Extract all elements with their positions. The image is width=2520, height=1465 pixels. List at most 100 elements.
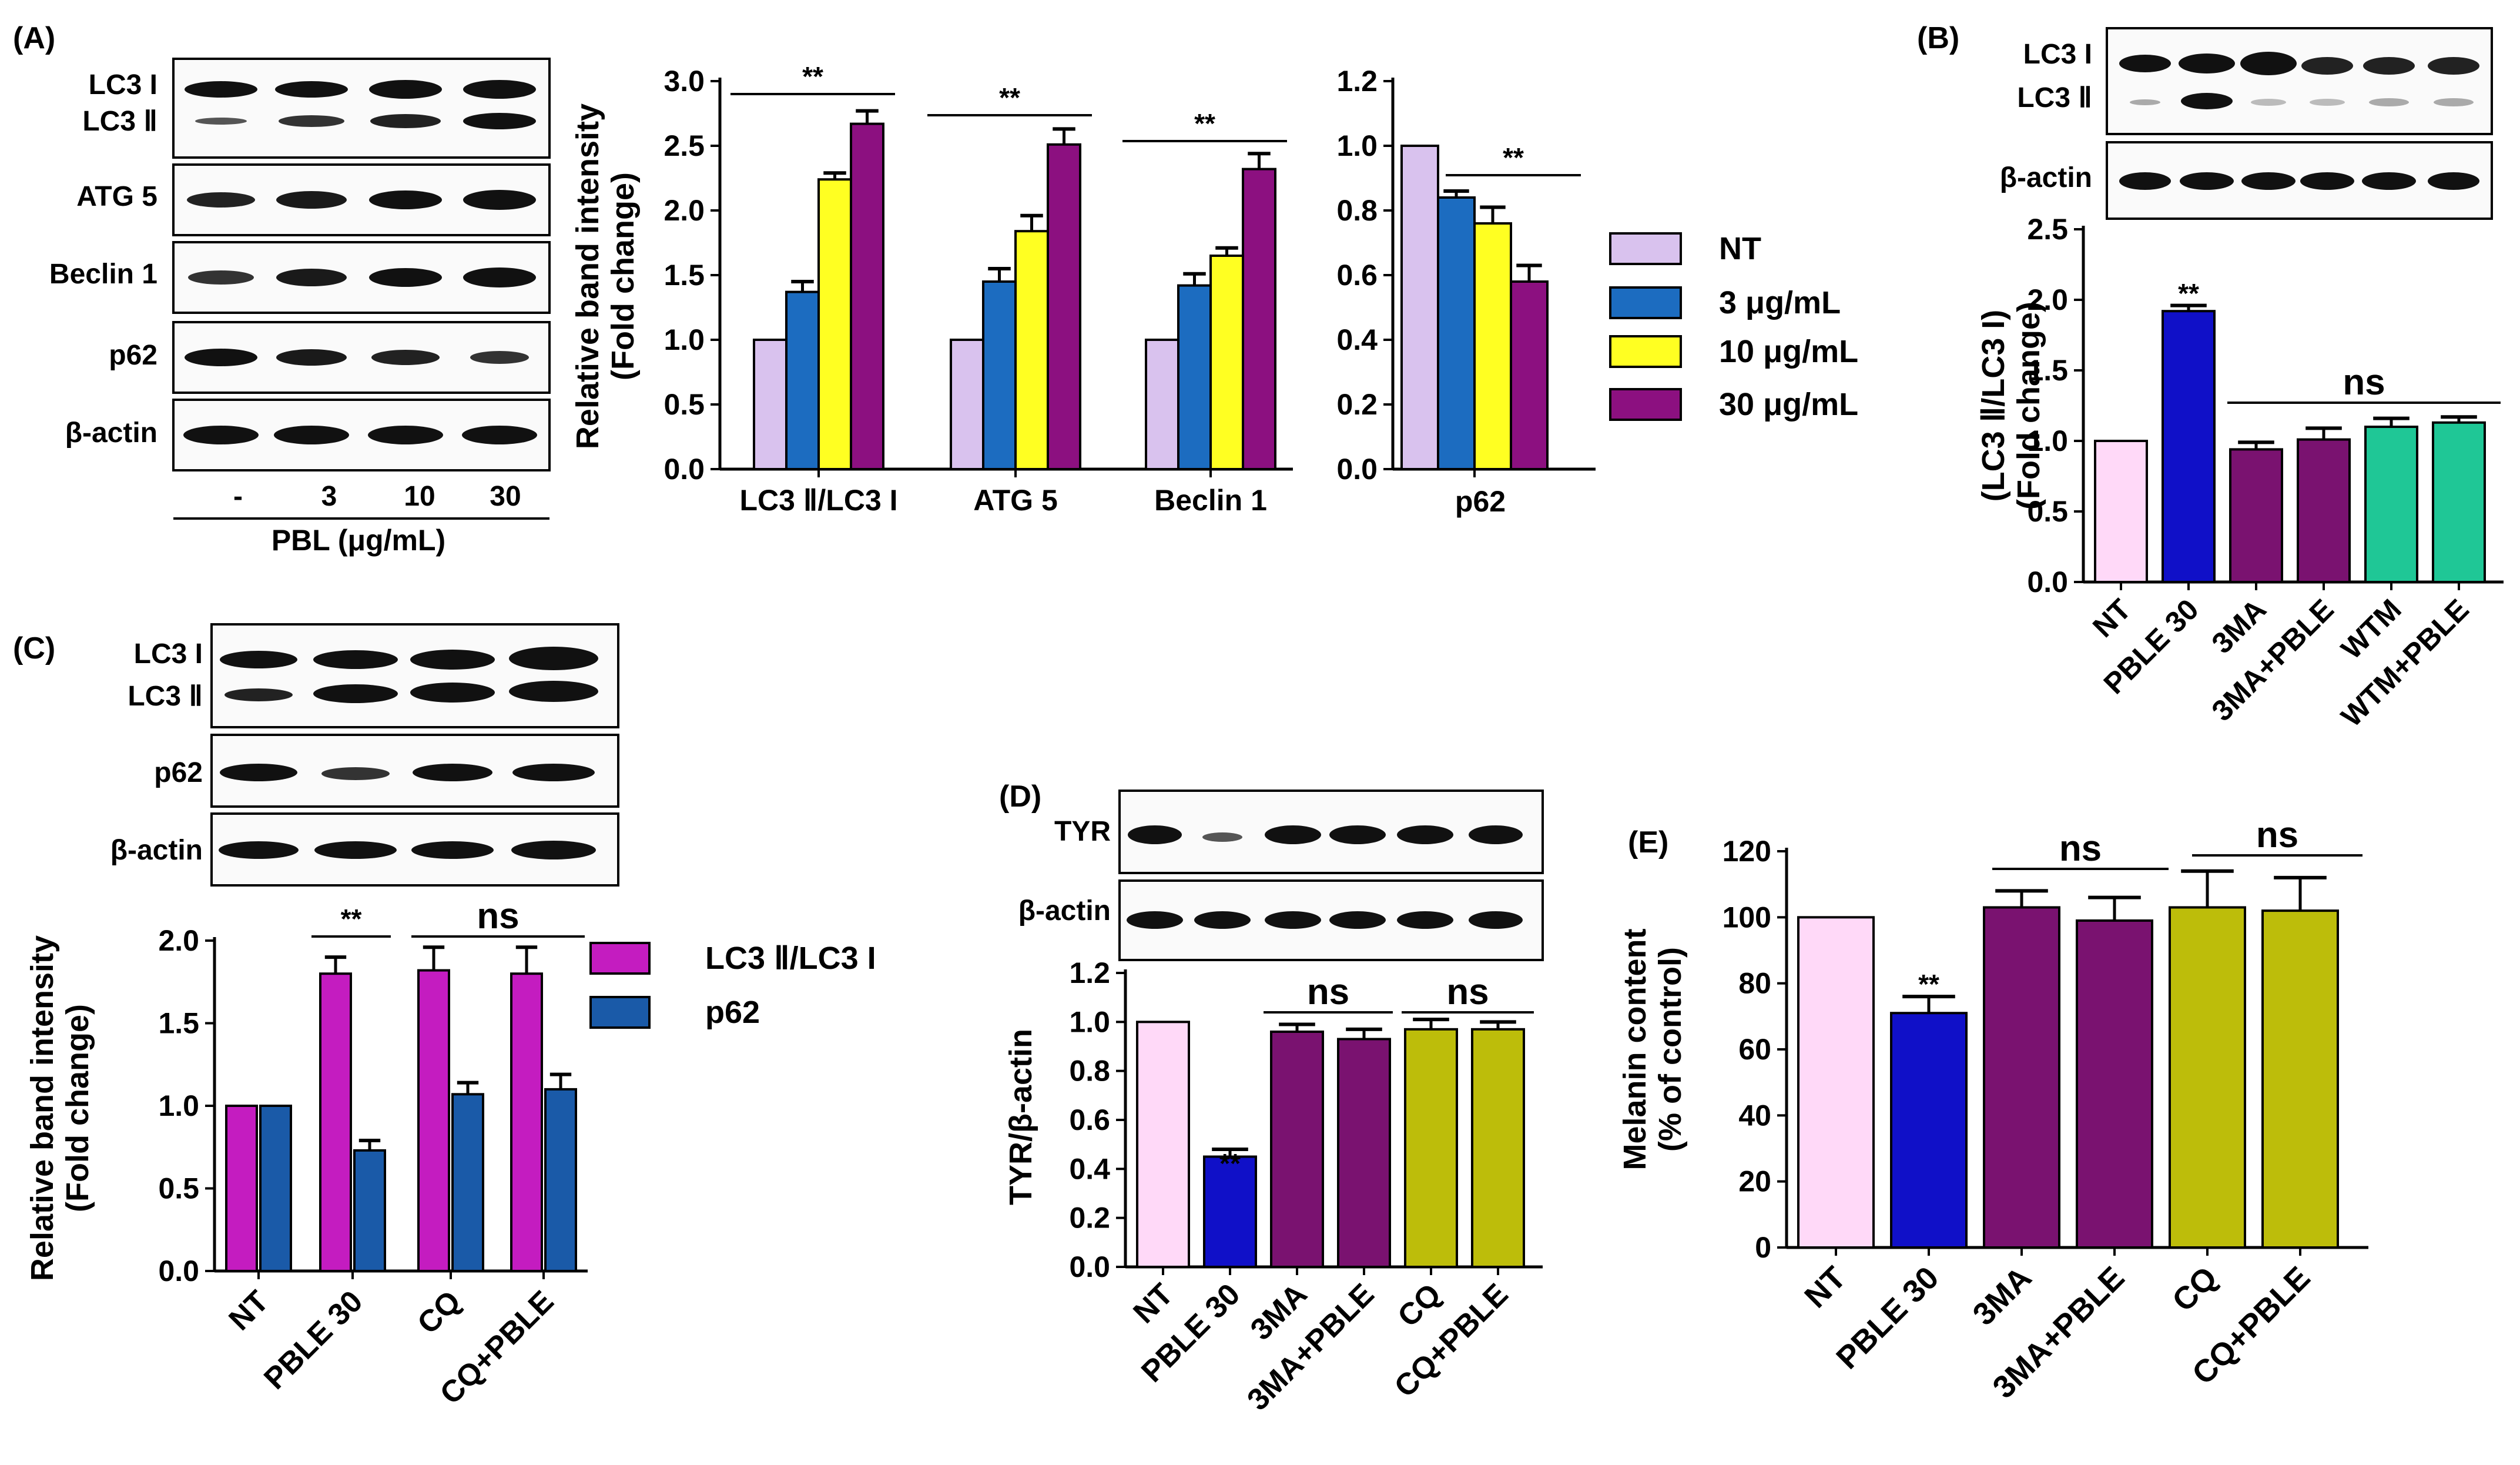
- b-bar: [2364, 426, 2418, 583]
- d-x-tick-label: CQ: [1391, 1277, 1447, 1333]
- e-x-tick-label: PBLE 30: [1829, 1260, 1945, 1376]
- blot-box-lc3: [172, 58, 551, 159]
- lane-axis-label: PBL (μg/mL): [272, 524, 445, 557]
- blot-label-d-bactin: β-actin: [1018, 895, 1111, 927]
- blot-box-c-bactin: [210, 812, 619, 887]
- e-y-tick-label: 100: [1723, 901, 1771, 934]
- a1-sig-label: **: [802, 61, 823, 92]
- c-bar: [544, 1088, 577, 1273]
- legend-a-swatch: [1609, 232, 1682, 265]
- b-bar: [2229, 448, 2283, 584]
- c-bar: [353, 1149, 386, 1272]
- lane-label-3: 10: [404, 481, 435, 512]
- c-bar: [259, 1105, 292, 1272]
- a1-y-tick-label: 1.5: [663, 259, 705, 292]
- blot-box-bactin: [172, 399, 551, 471]
- e-sig-label: ns: [2256, 815, 2298, 855]
- b-sig-label: ns: [2343, 362, 2385, 403]
- c-x-tick-label: PBLE 30: [257, 1284, 369, 1396]
- blot-label-b-bactin: β-actin: [2000, 162, 2092, 193]
- a1-sig-label: **: [1194, 108, 1215, 139]
- d-bar: [1270, 1031, 1324, 1268]
- legend-c: LC3 Ⅱ/LC3 I p62: [589, 941, 876, 1030]
- c-bar: [451, 1093, 484, 1272]
- panel-d-blots: (D) TYR β-actin: [999, 780, 1544, 961]
- legend-a-label: NT: [1719, 231, 1761, 266]
- e-y-tick-label: 80: [1738, 967, 1771, 1000]
- c-bar: [417, 969, 450, 1272]
- blot-label-c-lc3i: LC3 I: [134, 638, 203, 670]
- a2-bar: [1400, 145, 1439, 470]
- d-sig-label: ns: [1446, 972, 1489, 1012]
- d-y-tick-label: 0.2: [1069, 1202, 1110, 1235]
- a1-bar: [753, 339, 788, 470]
- e-bar: [1983, 906, 2060, 1249]
- legend-c-swatch: [589, 942, 651, 975]
- b-y-tick-label: 1.5: [2027, 354, 2068, 387]
- b-bar: [2432, 421, 2486, 583]
- chart-a1: 0.0 0.5 1.0 1.5 2.0 2.5 3.0 Relative band inten…: [570, 61, 1293, 517]
- panel-a-blots: (A) LC3 I LC3 Ⅱ ATG 5 Beclin 1 p62 β-act…: [13, 21, 551, 557]
- b-x-tick-label: NT: [2086, 593, 2137, 644]
- e-bar: [1797, 916, 1875, 1249]
- blot-label-lc3i: LC3 I: [89, 69, 158, 101]
- a1-y-tick-label: 2.0: [663, 194, 705, 227]
- b-sig-label: **: [2178, 278, 2199, 309]
- d-bar: [1471, 1028, 1525, 1269]
- a2-sig-label: **: [1503, 142, 1524, 173]
- a1-bar: [950, 339, 984, 470]
- a2-y-tick-label: 0.0: [1336, 453, 1378, 486]
- c-y-tick-label: 1.5: [158, 1007, 199, 1040]
- d-y-tick-label: 1.0: [1069, 1005, 1110, 1038]
- a2-y-tick-label: 1.2: [1336, 65, 1378, 98]
- e-bar: [2261, 909, 2339, 1249]
- e-x-tick-label: CQ: [2166, 1260, 2224, 1319]
- legend-a-label: 10 μg/mL: [1719, 334, 1858, 369]
- d-bar: [1404, 1028, 1458, 1269]
- a2-y-tick-label: 0.4: [1336, 323, 1378, 356]
- a2-x-tick-label: p62: [1455, 485, 1506, 518]
- e-bar: [2076, 919, 2153, 1249]
- blot-label-bactin: β-actin: [65, 417, 158, 449]
- e-bar: [1890, 1012, 1968, 1249]
- d-y-tick-label: 0.4: [1069, 1152, 1110, 1185]
- d-x-tick-label: 3MA+PBLE: [1241, 1277, 1380, 1417]
- blot-label-c-bactin: β-actin: [110, 835, 203, 866]
- c-x-tick-label: NT: [222, 1284, 275, 1337]
- lane-label-2: 3: [321, 481, 337, 512]
- a2-y-tick-label: 1.0: [1336, 129, 1378, 162]
- legend-a: NT 3 μg/mL 10 μg/mL 30 μg/mL: [1609, 231, 1858, 422]
- blot-box-c-lc3: [210, 623, 619, 728]
- a1-bar: [982, 280, 1017, 470]
- a1-sig-label: **: [999, 82, 1020, 113]
- b-bar: [2094, 440, 2148, 583]
- a2-y-tick-label: 0.8: [1336, 194, 1378, 227]
- d-y-tick-label: 0.0: [1069, 1250, 1110, 1283]
- a1-bar: [1242, 168, 1276, 470]
- a1-bar: [1014, 230, 1049, 470]
- blot-label-b-lc3ii: LC3 Ⅱ: [2017, 82, 2092, 113]
- a1-y-tick-label: 0.5: [663, 388, 705, 421]
- e-sig-label: ns: [2059, 828, 2102, 869]
- lane-label-4: 30: [490, 481, 521, 512]
- blot-box-b-lc3: [2106, 27, 2493, 135]
- d-x-tick-label: NT: [1127, 1277, 1179, 1330]
- d-y-axis-label: TYR/β-actin: [1003, 1029, 1038, 1205]
- a1-bar: [850, 122, 884, 471]
- c-y-tick-label: 1.0: [158, 1089, 199, 1122]
- b-y-tick-label: 1.0: [2027, 424, 2068, 457]
- panel-a-label: (A): [13, 21, 55, 55]
- e-x-tick-label: NT: [1798, 1260, 1852, 1315]
- legend-a-swatch: [1609, 388, 1682, 421]
- chart-a2: 0.0 0.2 0.4 0.6 0.8 1.0 1.2 p62 **: [1336, 65, 1596, 518]
- blot-label-c-p62: p62: [154, 757, 203, 788]
- c-x-tick-label: CQ: [411, 1284, 467, 1340]
- b-y-tick-label: 0.5: [2027, 495, 2068, 528]
- blot-label-atg5: ATG 5: [76, 181, 158, 212]
- blot-box-beclin1: [172, 241, 551, 314]
- d-y-tick-label: 0.6: [1069, 1103, 1110, 1136]
- b-y-tick-label: 2.0: [2027, 283, 2068, 316]
- d-y-tick-label: 0.8: [1069, 1055, 1110, 1088]
- c-y-tick-label: 0.0: [158, 1255, 199, 1287]
- a1-bar: [1177, 284, 1212, 470]
